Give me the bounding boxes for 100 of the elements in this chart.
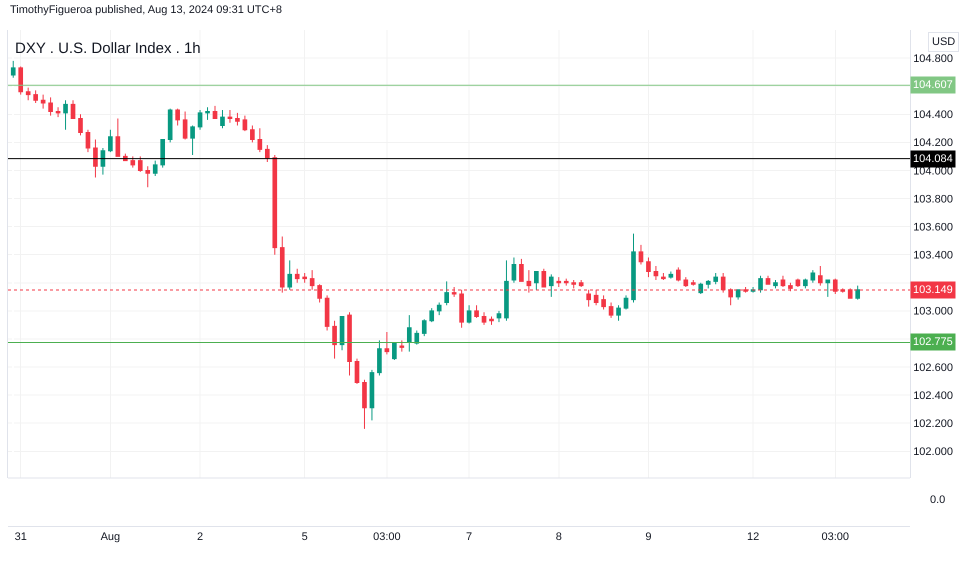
- candlestick: [324, 294, 330, 332]
- candlestick: [548, 274, 554, 298]
- candlestick: [250, 125, 255, 143]
- candlestick: [406, 314, 412, 352]
- candlestick: [370, 369, 374, 421]
- candlestick: [56, 106, 60, 118]
- candlestick: [504, 260, 509, 322]
- candlestick: [601, 294, 606, 310]
- candlestick: [474, 304, 479, 318]
- candlestick: [706, 279, 711, 289]
- y-tick-label: 103.000: [913, 306, 953, 318]
- candlestick: [40, 94, 46, 110]
- candlestick: [138, 156, 143, 172]
- candlestick: [796, 278, 800, 288]
- candlestick: [676, 266, 681, 282]
- candlestick: [100, 147, 106, 176]
- text: DXY . U.S. Dollar Index . 1h: [15, 40, 201, 57]
- y-tick-label: 102.000: [913, 446, 953, 458]
- candlestick: [287, 260, 292, 290]
- text: USD: [932, 36, 956, 48]
- y-tick-label: 104.200: [913, 137, 953, 150]
- candlestick: [578, 279, 584, 288]
- candlestick: [108, 129, 113, 153]
- candlestick: [758, 275, 763, 294]
- candlestick: [86, 129, 90, 153]
- candlestick: [272, 154, 278, 256]
- candlestick: [803, 278, 808, 289]
- candlestick: [198, 110, 202, 130]
- candlestick: [436, 302, 442, 316]
- candlestick: [519, 258, 524, 282]
- candlestick: [773, 279, 778, 289]
- candlestick: [683, 276, 688, 288]
- candlestick: [496, 310, 502, 323]
- candlestick: [608, 302, 614, 318]
- x-tick-label: 12: [746, 531, 760, 544]
- candlestick: [631, 233, 636, 303]
- candlestick: [377, 340, 382, 376]
- candlestick: [556, 276, 562, 288]
- candlestick: [220, 110, 225, 129]
- x-tick-label: 2: [196, 531, 204, 544]
- candlestick: [48, 96, 53, 116]
- candlestick: [698, 282, 704, 295]
- y-tick-label: 102.400: [913, 390, 953, 402]
- candlestick: [354, 358, 360, 384]
- ref-line-label: 104.084: [913, 153, 953, 165]
- y-tick-label: 103.800: [913, 193, 953, 206]
- candlestick: [175, 108, 180, 126]
- candlestick: [646, 257, 651, 278]
- candlestick: [362, 379, 367, 430]
- candlestick: [264, 144, 270, 163]
- x-tick-label: 03:00: [373, 531, 401, 544]
- candlestick: [736, 289, 740, 300]
- candlestick: [242, 115, 248, 132]
- x-tick-label: 5: [302, 531, 308, 544]
- candlestick: [212, 105, 218, 119]
- y-tick-label: 103.600: [913, 221, 953, 234]
- candlestick: [541, 268, 546, 288]
- chart-subtitle: TimothyFigueroa published, Aug 13, 2024 09:31 UTC+8: [10, 4, 282, 16]
- candlestick: [18, 66, 24, 96]
- candlestick: [638, 244, 644, 266]
- candlestick: [392, 342, 397, 361]
- candlestick: [332, 320, 337, 360]
- x-tick-label: 8: [556, 531, 562, 544]
- candlestick: [512, 257, 516, 284]
- candlestick: [534, 271, 539, 290]
- candlestick: [26, 87, 31, 101]
- x-tick-label: 31: [14, 531, 27, 544]
- candlestick: [116, 118, 120, 157]
- candlestick: [182, 110, 188, 140]
- candlestick: [780, 275, 786, 288]
- y-tick-label: 104.400: [913, 109, 953, 122]
- candlestick: [422, 318, 427, 337]
- candlestick: [347, 312, 352, 376]
- y-tick-label: 102.200: [913, 418, 953, 430]
- candlestick: [482, 312, 486, 326]
- ref-line-label: 102.775: [913, 336, 953, 348]
- candlestick: [63, 100, 68, 130]
- candlestick: [228, 110, 232, 124]
- candlestick: [235, 112, 240, 126]
- candlestick: [825, 279, 830, 298]
- candlestick: [713, 272, 718, 285]
- candlestick: [152, 160, 158, 177]
- candlestick: [810, 270, 816, 284]
- candlestick: [624, 294, 628, 310]
- candlestick: [489, 316, 494, 326]
- candlestick: [70, 100, 76, 119]
- candlestick: [654, 265, 658, 280]
- candlestick: [340, 316, 344, 351]
- x-tick-label: 03:00: [822, 531, 850, 544]
- y-tick-label: 104.800: [913, 52, 953, 65]
- candlestick: [294, 268, 300, 284]
- ref-line-label: 104.607: [913, 79, 953, 91]
- candlestick: [668, 271, 674, 280]
- candlestick: [429, 308, 434, 323]
- candlestick: [145, 166, 150, 188]
- candlestick: [205, 106, 210, 120]
- candlestick: [466, 304, 472, 324]
- candlestick: [93, 139, 98, 178]
- y-tick-label: 102.600: [913, 362, 953, 374]
- candlestick: [168, 108, 172, 143]
